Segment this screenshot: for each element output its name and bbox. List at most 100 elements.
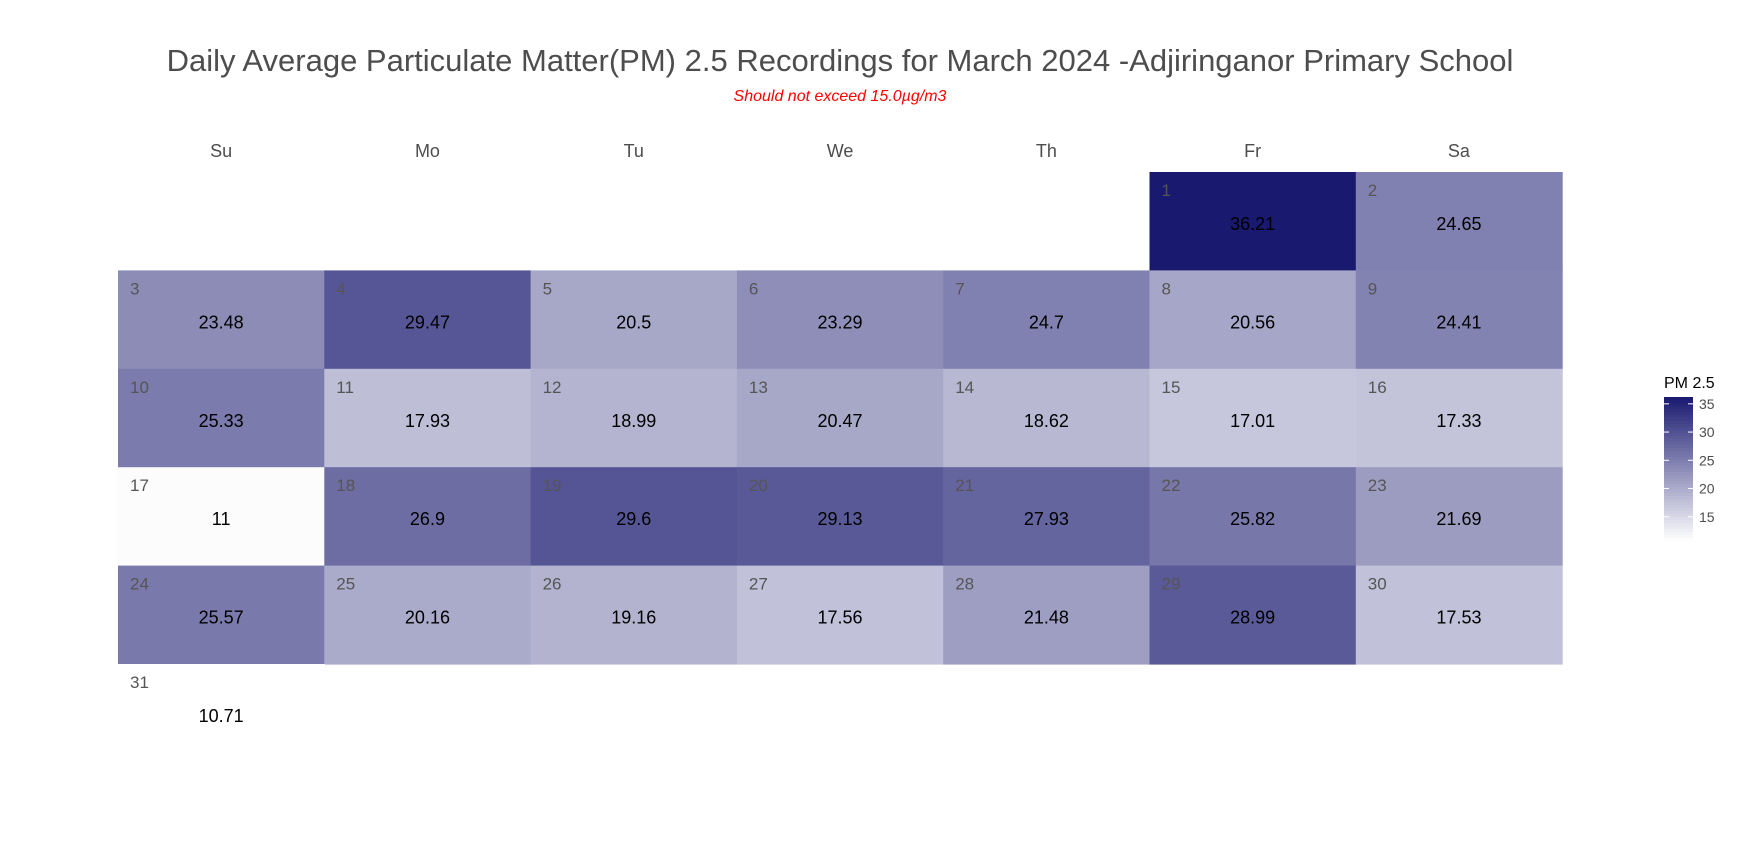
day-cell-tile — [1149, 467, 1357, 567]
pm25-value-label: 36.21 — [1230, 214, 1275, 234]
legend-gradient-step — [1664, 484, 1693, 488]
legend-gradient-step — [1664, 433, 1693, 437]
day-cell-tile — [736, 565, 944, 665]
chart-subtitle: Should not exceed 15.0µg/m3 — [734, 88, 947, 105]
legend-colorbar — [1664, 397, 1693, 542]
pm25-value-label: 24.41 — [1436, 312, 1481, 332]
legend-gradient-step — [1664, 460, 1693, 464]
day-cell-tile — [943, 368, 1151, 468]
day-cell: 26 19.16 — [530, 565, 738, 665]
legend-gradient-step — [1664, 529, 1693, 533]
pm25-value-label: 17.53 — [1436, 608, 1481, 628]
day-cell: 724.7 — [943, 270, 1151, 370]
day-number-label: 22 — [1162, 476, 1181, 495]
day-cell: 30 17.53 — [1355, 565, 1563, 665]
day-number-label: 27 — [749, 575, 768, 594]
chart-title: Daily Average Particulate Matter(PM) 2.5… — [167, 43, 1514, 78]
day-cell-tile — [1355, 270, 1563, 370]
legend-gradient-step — [1664, 535, 1693, 539]
day-cell-tile — [530, 467, 738, 567]
day-number-label: 11 — [336, 378, 354, 397]
day-number-label: 30 — [1368, 575, 1387, 594]
legend-gradient-step — [1664, 499, 1693, 503]
day-cell-tile — [736, 368, 944, 468]
day-number-label: 2 — [1368, 181, 1377, 200]
day-cell-tile — [530, 270, 738, 370]
day-cell: 18 26.9 — [324, 467, 532, 567]
day-cell-tile — [324, 565, 532, 665]
day-number-label: 7 — [955, 279, 964, 298]
legend-gradient-step — [1664, 532, 1693, 536]
day-number-label: 24 — [130, 575, 149, 594]
day-cell: 23 21.69 — [1355, 467, 1563, 567]
day-cell: 19 29.6 — [530, 467, 738, 567]
day-number-label: 26 — [543, 575, 562, 594]
calendar-grid: 136.21224.65323.48429.47520.5623.29724.7… — [118, 172, 1563, 763]
pm25-value-label: 17.93 — [405, 411, 450, 431]
day-cell: 924.41 — [1355, 270, 1563, 370]
pm25-value-label: 29.6 — [616, 509, 651, 529]
day-number-label: 15 — [1162, 378, 1181, 397]
day-cell-tile — [1149, 368, 1357, 468]
legend-gradient-step — [1664, 448, 1693, 452]
day-number-label: 19 — [543, 476, 562, 495]
legend-gradient-step — [1664, 430, 1693, 434]
day-cell: 820.56 — [1149, 270, 1357, 370]
day-number-label: 12 — [543, 378, 562, 397]
pm25-value-label: 10.71 — [199, 706, 244, 726]
day-cell: 22 25.82 — [1149, 467, 1357, 567]
day-number-label: 3 — [130, 279, 139, 298]
legend-title: PM 2.5 — [1664, 375, 1715, 392]
day-cell-tile — [1149, 172, 1357, 271]
legend-gradient-step — [1664, 508, 1693, 512]
legend-ticks: 15 20 25 30 35 — [1664, 396, 1715, 525]
legend-gradient-step — [1664, 526, 1693, 530]
legend-gradient-step — [1664, 514, 1693, 518]
weekday-label: Sa — [1448, 141, 1471, 161]
legend-gradient-step — [1664, 397, 1693, 401]
pm25-value-label: 28.99 — [1230, 608, 1275, 628]
day-cell-tile — [1355, 172, 1563, 271]
legend-gradient-step — [1664, 517, 1693, 521]
pm25-value-label: 17.01 — [1230, 411, 1275, 431]
day-number-label: 6 — [749, 279, 758, 298]
day-cell: 29 28.99 — [1149, 565, 1357, 665]
pm25-value-label: 24.65 — [1436, 214, 1481, 234]
day-number-label: 18 — [336, 476, 355, 495]
legend-tick-label: 35 — [1699, 396, 1715, 412]
day-cell: 323.48 — [118, 270, 325, 370]
day-cell: 14 18.62 — [943, 368, 1151, 468]
day-cell: 21 27.93 — [943, 467, 1151, 567]
pm25-value-label: 21.69 — [1436, 509, 1481, 529]
day-cell-tile — [736, 467, 944, 567]
day-number-label: 16 — [1368, 378, 1387, 397]
legend-gradient-step — [1664, 403, 1693, 407]
day-cell: 16 17.33 — [1355, 368, 1563, 468]
day-cell: 10 25.33 — [118, 368, 325, 468]
pm25-value-label: 26.9 — [410, 509, 445, 529]
day-cell-tile — [118, 270, 325, 370]
day-cell: 28 21.48 — [943, 565, 1151, 665]
day-cell-tile — [118, 467, 325, 567]
day-number-label: 13 — [749, 378, 768, 397]
day-cell: 136.21 — [1149, 172, 1357, 271]
day-cell-tile — [1355, 368, 1563, 468]
day-cell-tile — [530, 565, 738, 665]
pm25-value-label: 18.99 — [611, 411, 656, 431]
legend-gradient-step — [1664, 415, 1693, 419]
legend-gradient-step — [1664, 472, 1693, 476]
day-cell: 623.29 — [736, 270, 944, 370]
day-cell-tile — [118, 368, 325, 468]
day-number-label: 10 — [130, 378, 149, 397]
legend-gradient-step — [1664, 409, 1693, 413]
legend-gradient-step — [1664, 475, 1693, 479]
day-cell: 520.5 — [530, 270, 738, 370]
legend-tick-label: 30 — [1699, 424, 1715, 440]
pm25-value-label: 17.56 — [818, 608, 863, 628]
legend-gradient-step — [1664, 502, 1693, 506]
day-cell: 224.65 — [1355, 172, 1563, 271]
legend-tick-label: 25 — [1699, 452, 1715, 468]
day-cell-tile — [1355, 467, 1563, 567]
legend-gradient-step — [1664, 463, 1693, 467]
pm25-value-label: 24.7 — [1029, 312, 1064, 332]
